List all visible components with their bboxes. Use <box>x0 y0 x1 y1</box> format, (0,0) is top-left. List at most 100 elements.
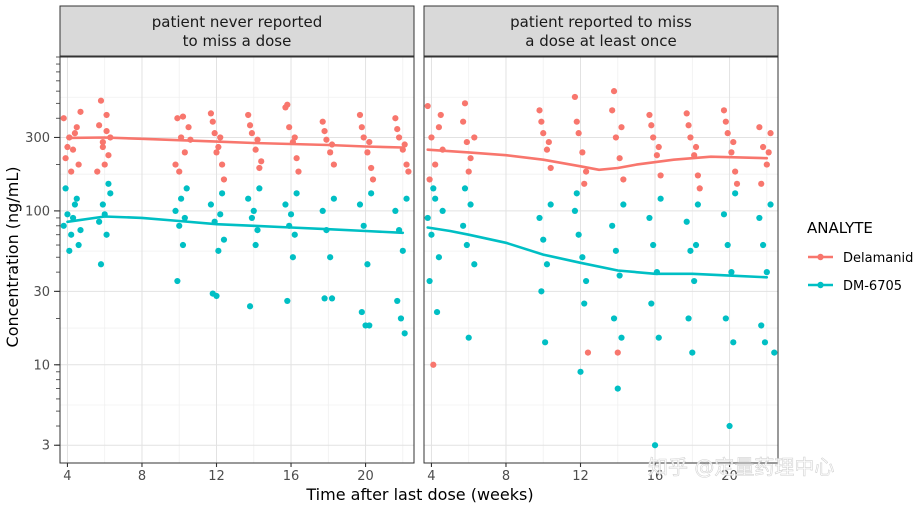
data-point-dm-6705 <box>767 201 774 208</box>
data-point-delamanid <box>209 118 216 125</box>
data-point-dm-6705 <box>321 295 328 302</box>
data-point-dm-6705 <box>571 207 579 214</box>
data-point-dm-6705 <box>433 308 441 316</box>
panel-strip-label: to miss a dose <box>183 32 292 50</box>
data-point-dm-6705 <box>763 269 770 276</box>
data-point-dm-6705 <box>538 288 545 295</box>
legend: ANALYTE Delamanid DM-6705 <box>807 219 913 294</box>
axes: 3 10 30 100 300 4 8 12 16 20 4 8 12 16 20 <box>25 56 738 484</box>
data-point-delamanid <box>571 93 579 101</box>
y-tick-label: 10 <box>33 358 50 373</box>
data-point-dm-6705 <box>726 422 733 430</box>
data-point-dm-6705 <box>722 315 729 322</box>
data-point-delamanid <box>460 118 467 125</box>
data-point-delamanid <box>403 161 410 168</box>
data-point-delamanid <box>185 124 192 131</box>
data-point-dm-6705 <box>75 241 82 249</box>
data-point-dm-6705 <box>176 222 183 229</box>
data-point-delamanid <box>687 134 694 141</box>
data-point-delamanid <box>394 126 401 133</box>
data-point-dm-6705 <box>771 349 778 356</box>
data-point-delamanid <box>96 122 103 129</box>
x-tick-label: 8 <box>138 469 146 484</box>
data-point-dm-6705 <box>618 334 625 341</box>
data-point-delamanid <box>174 115 181 122</box>
legend-key-dot <box>817 281 824 289</box>
data-point-delamanid <box>584 349 592 356</box>
legend-key-dot <box>817 253 824 261</box>
data-point-delamanid <box>101 161 108 168</box>
data-point-delamanid <box>575 130 582 137</box>
data-point-dm-6705 <box>687 247 694 254</box>
data-point-delamanid <box>728 149 735 156</box>
data-point-dm-6705 <box>435 254 443 261</box>
panel-border <box>59 56 415 464</box>
data-point-delamanid <box>733 180 741 187</box>
data-point-dm-6705 <box>720 211 728 218</box>
x-tick-label: 12 <box>572 469 589 484</box>
data-point-delamanid <box>543 146 551 153</box>
data-point-dm-6705 <box>358 308 365 316</box>
data-point-delamanid <box>471 134 478 141</box>
data-point-delamanid <box>620 176 627 183</box>
data-point-delamanid <box>356 111 364 119</box>
data-point-dm-6705 <box>577 368 584 375</box>
data-point-dm-6705 <box>183 185 190 192</box>
data-point-delamanid <box>610 88 618 95</box>
data-point-delamanid <box>648 122 655 129</box>
data-point-delamanid <box>538 118 545 125</box>
data-point-delamanid <box>366 138 373 146</box>
panel-background <box>60 57 414 463</box>
data-point-dm-6705 <box>692 241 700 249</box>
data-point-dm-6705 <box>756 214 763 222</box>
data-point-dm-6705 <box>430 185 437 192</box>
data-point-dm-6705 <box>287 211 295 218</box>
data-point-delamanid <box>767 130 774 137</box>
data-point-dm-6705 <box>174 277 181 285</box>
data-point-dm-6705 <box>728 269 735 276</box>
data-point-delamanid <box>369 176 377 183</box>
data-point-dm-6705 <box>650 241 657 249</box>
data-point-delamanid <box>319 118 326 125</box>
data-point-dm-6705 <box>394 297 401 305</box>
data-point-dm-6705 <box>254 227 261 234</box>
data-point-dm-6705 <box>616 272 623 279</box>
data-point-dm-6705 <box>179 241 187 249</box>
data-point-delamanid <box>245 111 252 119</box>
data-point-delamanid <box>395 134 403 141</box>
data-point-dm-6705 <box>291 231 298 238</box>
data-point-delamanid <box>392 115 399 122</box>
data-point-delamanid <box>213 149 220 156</box>
data-point-delamanid <box>258 158 265 165</box>
data-point-dm-6705 <box>330 195 337 202</box>
data-point-dm-6705 <box>439 207 446 214</box>
data-point-dm-6705 <box>461 185 469 192</box>
x-tick-label: 4 <box>427 469 435 484</box>
data-point-dm-6705 <box>103 231 110 238</box>
data-point-delamanid <box>759 143 767 151</box>
data-point-delamanid <box>218 161 226 168</box>
data-point-dm-6705 <box>207 201 215 208</box>
x-tick-label: 20 <box>357 469 374 484</box>
data-point-delamanid <box>60 115 67 122</box>
data-point-delamanid <box>181 149 188 156</box>
data-point-dm-6705 <box>215 247 222 254</box>
data-point-delamanid <box>327 149 334 156</box>
data-point-delamanid <box>646 111 653 119</box>
data-point-delamanid <box>103 127 110 135</box>
data-point-dm-6705 <box>250 207 257 214</box>
data-point-dm-6705 <box>403 195 410 202</box>
data-point-dm-6705 <box>758 322 765 329</box>
data-point-dm-6705 <box>685 315 692 322</box>
data-point-dm-6705 <box>540 236 547 243</box>
data-point-delamanid <box>103 111 110 119</box>
data-point-dm-6705 <box>724 241 731 249</box>
data-point-dm-6705 <box>428 231 435 238</box>
legend-label: Delamanid <box>843 251 913 266</box>
data-point-dm-6705 <box>471 261 478 268</box>
data-point-delamanid <box>323 136 330 143</box>
data-point-delamanid <box>582 168 590 175</box>
data-point-delamanid <box>536 107 543 114</box>
data-point-dm-6705 <box>256 185 263 192</box>
